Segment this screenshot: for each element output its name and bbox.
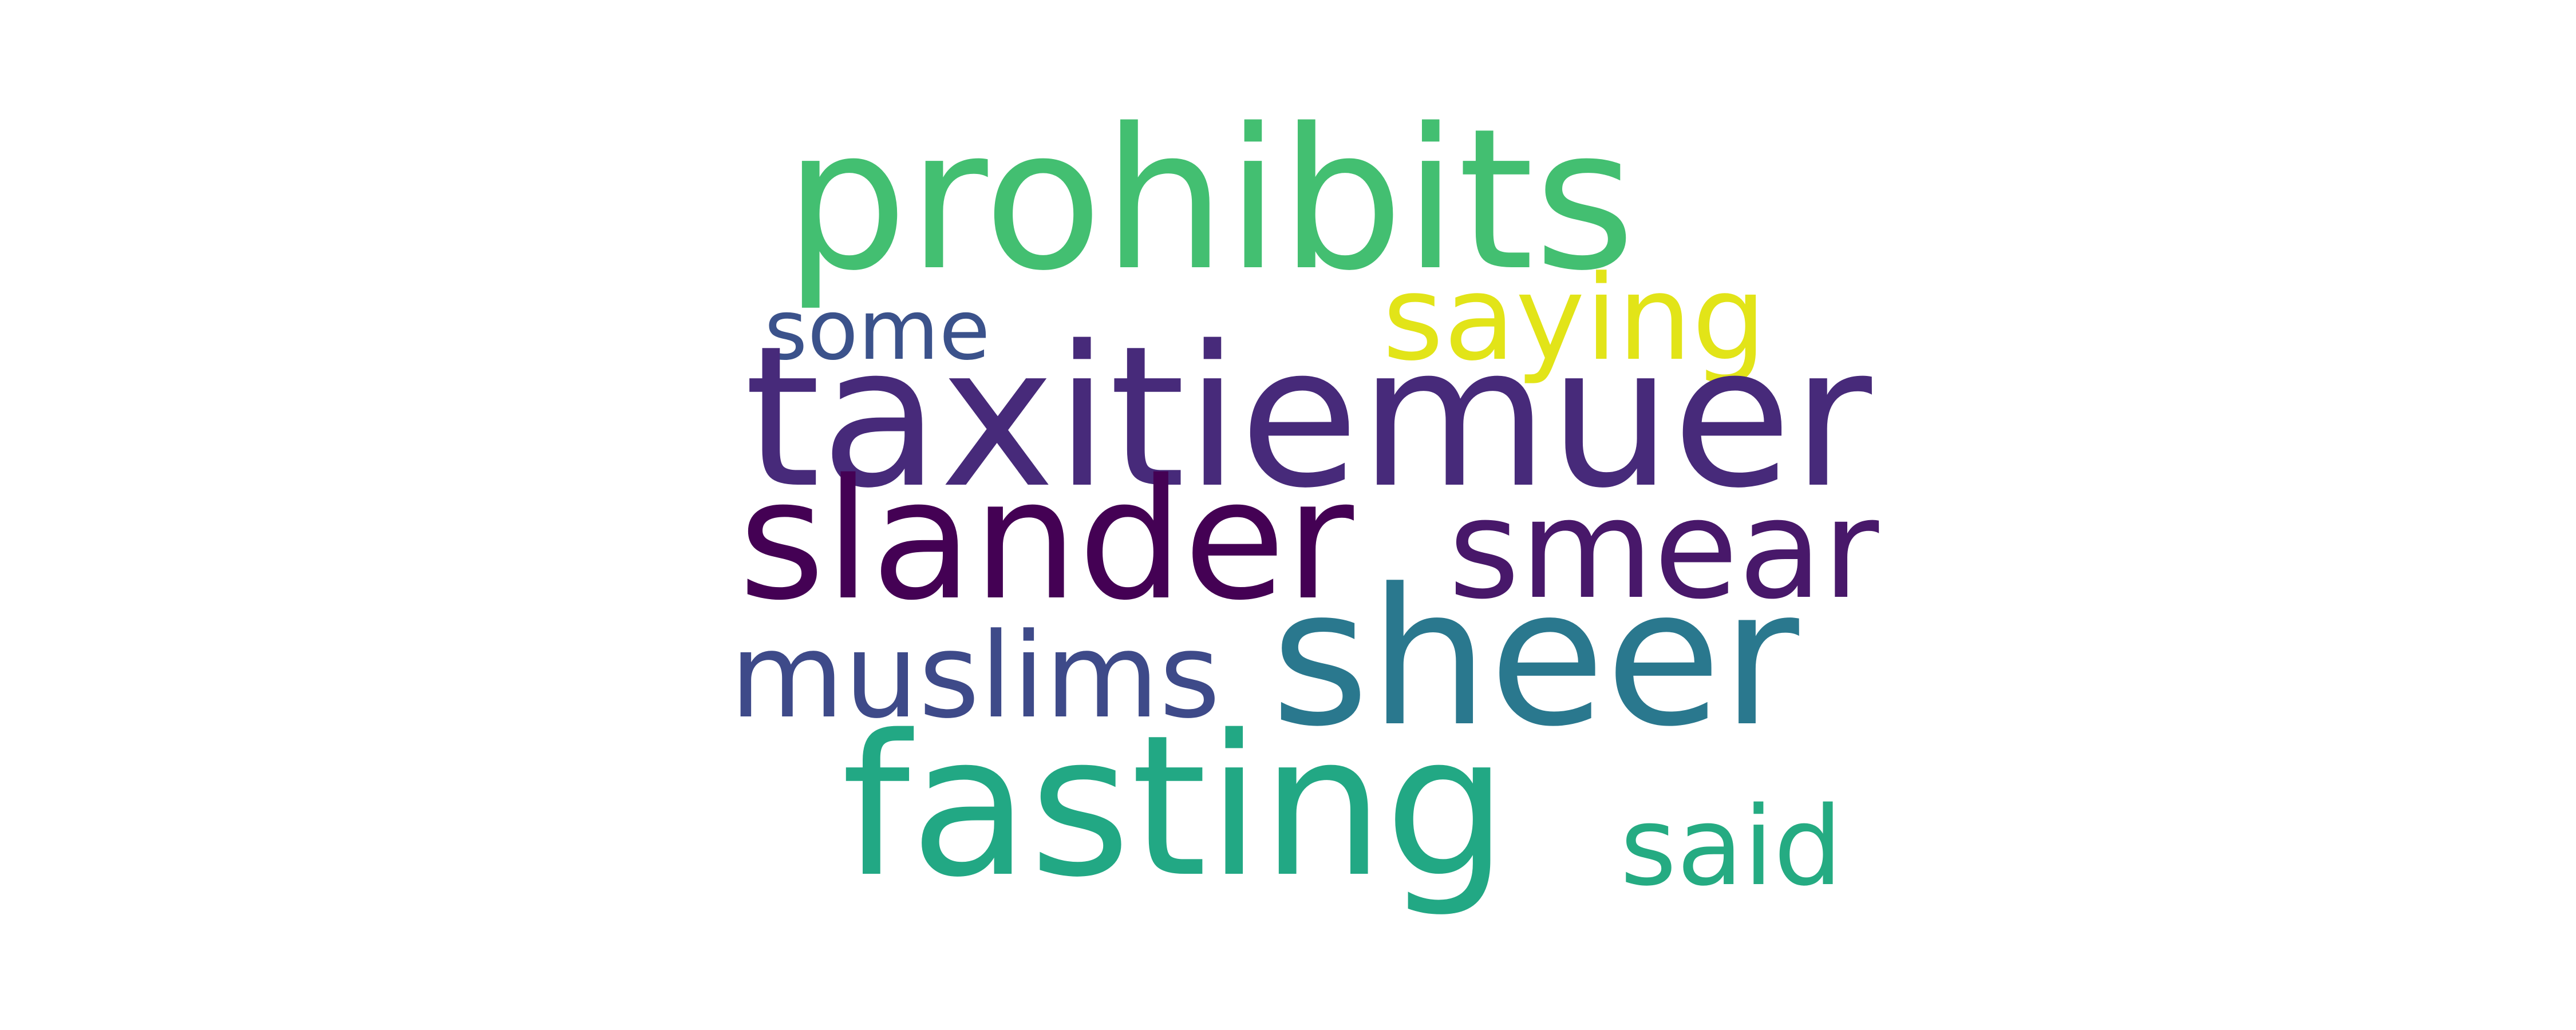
word-taxitiemuer: taxitiemuer xyxy=(744,304,1872,531)
word-saying: saying xyxy=(1382,251,1767,387)
word-some: some xyxy=(764,282,990,379)
word-sheer: sheer xyxy=(1271,548,1799,768)
word-smear: smear xyxy=(1448,469,1879,629)
word-muslims: muslims xyxy=(730,608,1220,744)
word-fasting: fasting xyxy=(841,694,1508,920)
word-said: said xyxy=(1620,783,1843,910)
word-slander: slander xyxy=(738,444,1354,637)
word-prohibits: prohibits xyxy=(784,87,1635,314)
